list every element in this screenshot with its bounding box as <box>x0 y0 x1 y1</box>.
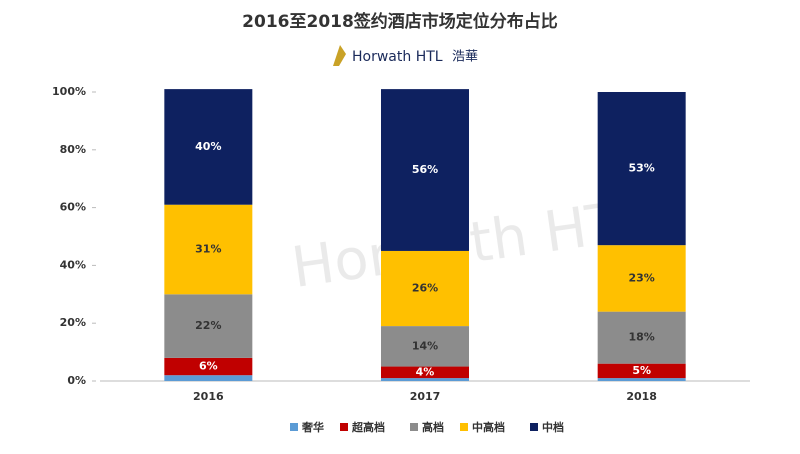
bar-segment <box>381 250 469 327</box>
data-label: 23% <box>628 271 654 284</box>
bar-segment <box>597 92 686 246</box>
legend-label: 中档 <box>542 420 564 434</box>
logo-mark <box>333 45 346 66</box>
logo-text: Horwath HTL <box>352 49 443 65</box>
data-label: 5% <box>632 364 651 377</box>
chart-title: 2016至2018签约酒店市场定位分布占比 <box>242 11 558 32</box>
bar-segment <box>381 89 469 251</box>
x-tick-label: 2017 <box>410 390 441 403</box>
y-tick-label: 80% <box>60 143 86 156</box>
bar-segment <box>164 204 253 295</box>
y-tick-label: 20% <box>60 316 86 329</box>
legend-swatch <box>340 423 348 431</box>
data-label: 31% <box>195 243 221 256</box>
data-label: 26% <box>412 282 438 295</box>
bar-segment <box>381 366 469 379</box>
legend-label: 高档 <box>422 420 444 434</box>
bar-segment <box>597 378 686 381</box>
y-tick-label: 0% <box>67 374 86 387</box>
legend-swatch <box>290 423 298 431</box>
bar-segment <box>597 311 686 364</box>
data-label: 14% <box>412 339 438 352</box>
legend-label: 超高档 <box>351 420 385 434</box>
legend-label: 中高档 <box>472 420 505 434</box>
x-tick-label: 2018 <box>626 390 657 403</box>
data-label: 40% <box>195 140 221 153</box>
bar-segment <box>164 357 253 376</box>
data-label: 4% <box>416 365 435 378</box>
y-tick-label: 60% <box>60 201 86 214</box>
y-tick-label: 40% <box>60 258 86 271</box>
x-tick-label: 2016 <box>193 390 224 403</box>
bar-segment <box>597 363 686 379</box>
logo-cn: 浩華 <box>452 50 478 65</box>
data-label: 53% <box>628 162 654 175</box>
data-label: 6% <box>199 360 218 373</box>
y-tick-label: 100% <box>52 85 86 98</box>
data-label: 22% <box>195 319 221 332</box>
bar-segment <box>164 89 253 205</box>
bar-segment <box>381 378 469 381</box>
bar-segment <box>597 245 686 312</box>
bar-segment <box>164 294 253 358</box>
legend-swatch <box>530 423 538 431</box>
bar-segment <box>381 326 469 367</box>
legend-swatch <box>460 423 468 431</box>
data-label: 56% <box>412 163 438 176</box>
legend-swatch <box>410 423 418 431</box>
data-label: 18% <box>628 331 654 344</box>
legend-label: 奢华 <box>301 420 324 434</box>
bar-segment <box>164 375 253 381</box>
